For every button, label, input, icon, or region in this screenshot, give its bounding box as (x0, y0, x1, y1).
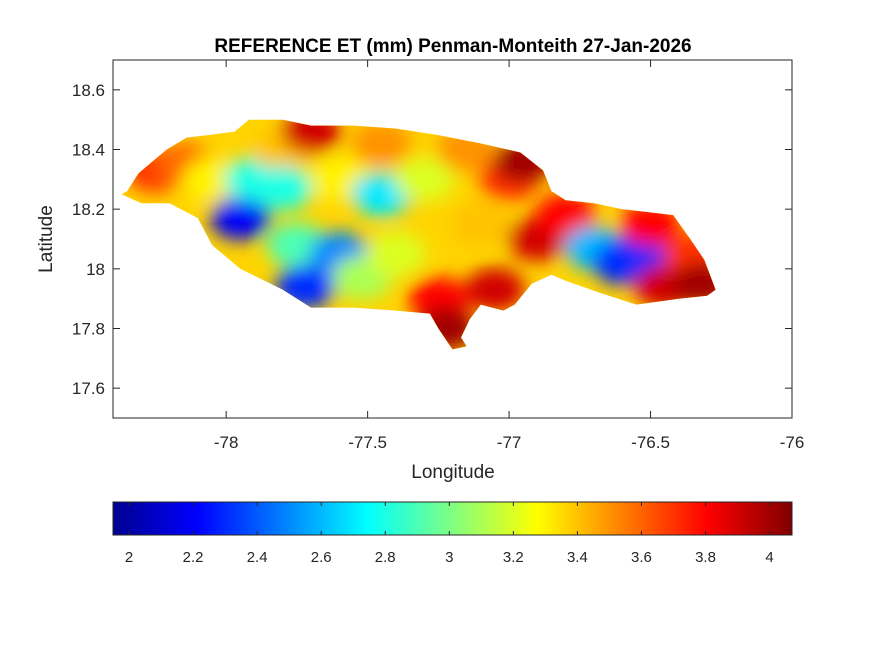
et-field-cell (210, 196, 271, 241)
x-axis-label: Longitude (411, 462, 494, 483)
colorbar-tick-label: 2 (125, 549, 133, 566)
colorbar-tick-label: 2.8 (375, 549, 396, 566)
x-tick-label: -77 (497, 433, 522, 452)
y-tick-label: 18 (86, 260, 105, 279)
colorbar-tick-label: 2.2 (183, 549, 204, 566)
et-field-cell (365, 231, 426, 276)
colorbar-tick-label: 2.6 (311, 549, 332, 566)
colorbar-ticks: 2 2.2 2.4 2.6 2.8 3 3.2 3.4 3.6 3.8 4 (125, 502, 774, 566)
et-field-cell (671, 261, 716, 306)
et-field-cell (450, 202, 511, 247)
y-axis: 17.6 17.8 18 18.2 18.4 18.6 (72, 81, 792, 398)
x-tick-label: -76.5 (631, 433, 670, 452)
colorbar-tick-label: 3.4 (567, 549, 588, 566)
colorbar (112, 501, 793, 536)
y-tick-label: 17.8 (72, 320, 105, 339)
et-field-cell (464, 267, 525, 312)
colorbar-tick-label: 3 (445, 549, 453, 566)
x-tick-label: -78 (214, 433, 239, 452)
et-field-cell (182, 157, 242, 202)
colorbar-tick-label: 3.2 (503, 549, 524, 566)
x-tick-label: -77.5 (348, 433, 387, 452)
y-tick-label: 18.2 (72, 200, 105, 219)
x-axis: -78 -77.5 -77 -76.5 -76 (214, 60, 804, 452)
colorbar-tick-label: 3.8 (695, 549, 716, 566)
colorbar-tick-label: 2.4 (247, 549, 268, 566)
colorbar-tick-label: 3.6 (631, 549, 652, 566)
et-field-cell (351, 121, 412, 166)
y-tick-label: 17.6 (72, 379, 105, 398)
x-tick-label: -76 (780, 433, 805, 452)
y-tick-label: 18.4 (72, 141, 105, 160)
y-axis-label: Latitude (36, 205, 57, 273)
y-tick-label: 18.6 (72, 81, 105, 100)
et-field-cell (394, 157, 455, 202)
colorbar-tick-label: 4 (765, 549, 773, 566)
et-field-cell (252, 166, 313, 211)
chart-title: REFERENCE ET (mm) Penman-Monteith 27-Jan… (214, 36, 691, 57)
et-field-cell (535, 193, 596, 238)
